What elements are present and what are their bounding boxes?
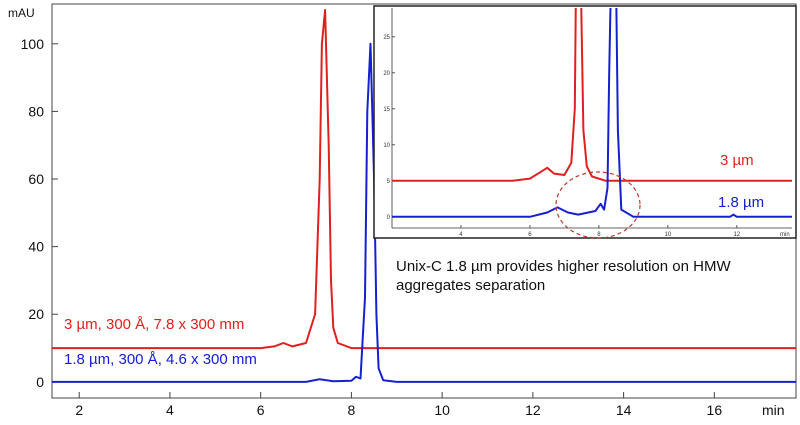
- main-y-tick-label: 0: [36, 374, 44, 390]
- main-y-tick-label: 40: [28, 239, 44, 255]
- inset-label-3um: 3 µm: [720, 152, 754, 169]
- main-x-tick-label: 6: [257, 402, 265, 418]
- main-x-tick-label: 14: [616, 402, 632, 418]
- inset-frame: [373, 5, 797, 239]
- main-y-tick-label: 100: [21, 36, 45, 52]
- main-y-tick-label: 60: [28, 171, 44, 187]
- inset-y-tick-label: 10: [383, 143, 390, 149]
- main-x-tick-label: 10: [434, 402, 450, 418]
- inset-y-tick-label: 15: [383, 107, 390, 113]
- main-x-tick-label: 16: [707, 402, 723, 418]
- x-unit-label: min: [762, 402, 785, 418]
- inset-axes: [391, 8, 792, 229]
- main-y-tick-label: 20: [28, 306, 44, 322]
- inset-series-line-1: [392, 8, 792, 218]
- inset-x-ticks: 4 6 8 10 12: [459, 225, 741, 238]
- inset-x-tick-label: 10: [665, 232, 672, 238]
- inset-y-tick-label: 5: [387, 179, 391, 185]
- inset-x-unit: min: [780, 232, 790, 238]
- y-unit-label: mAU: [8, 6, 35, 20]
- main-y-tick-label: 80: [28, 103, 44, 119]
- inset-series-line-0: [392, 8, 792, 182]
- main-x-tick-label: 4: [166, 402, 174, 418]
- inset-label-1-8um: 1.8 µm: [718, 194, 764, 211]
- main-x-tick-label: 12: [525, 402, 541, 418]
- series-label-1-8um: 1.8 µm, 300 Å, 4.6 x 300 mm: [64, 351, 257, 368]
- inset-series-group: [392, 8, 792, 218]
- hmw-highlight-ellipse: [555, 171, 641, 239]
- inset-x-tick-label: 8: [597, 232, 601, 238]
- inset-x-tick-label: 6: [528, 232, 532, 238]
- main-x-tick-label: 2: [75, 402, 83, 418]
- annotation-line-2: aggregates separation: [396, 277, 545, 294]
- inset-y-tick-label: 0: [387, 215, 391, 221]
- inset-y-tick-label: 20: [383, 71, 390, 77]
- inset-x-tick-label: 12: [733, 232, 740, 238]
- main-x-tick-label: 8: [348, 402, 356, 418]
- series-label-3um: 3 µm, 300 Å, 7.8 x 300 mm: [64, 316, 244, 333]
- main-series-line-1: [52, 42, 796, 383]
- inset-y-tick-label: 25: [383, 35, 390, 41]
- main-series-group: [52, 9, 796, 383]
- main-y-axis: 0 20 40 60 80 100: [21, 36, 58, 390]
- inset-x-tick-label: 4: [459, 232, 463, 238]
- main-x-axis: 2 4 6 8 10 12 14 16: [75, 392, 722, 418]
- main-series-line-0: [52, 9, 796, 350]
- annotation-line-1: Unix-C 1.8 µm provides higher resolution…: [396, 258, 731, 275]
